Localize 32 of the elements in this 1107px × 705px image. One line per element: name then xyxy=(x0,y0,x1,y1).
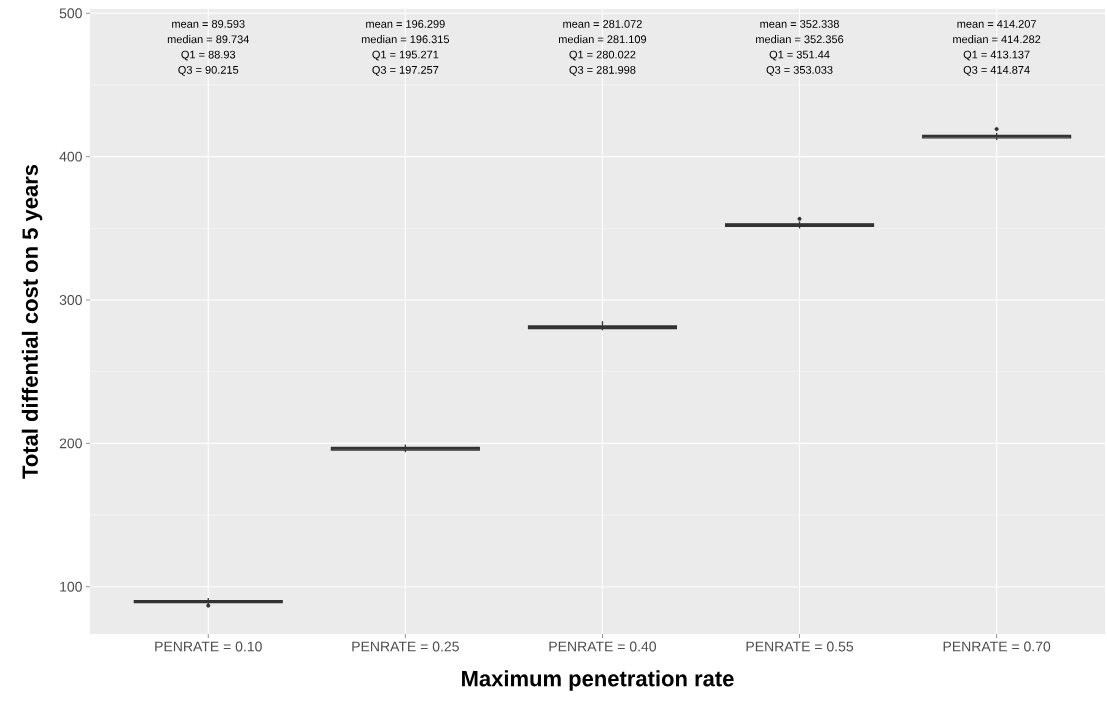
annotation: Q3 = 90.215 xyxy=(178,65,239,76)
annotation: median = 196.315 xyxy=(361,35,450,44)
annotation: Q3 = 197.257 xyxy=(372,65,439,76)
annotation: mean = 196.299 xyxy=(366,20,445,28)
y-axis-title: Total diffential cost on 5 years xyxy=(21,164,43,479)
y-tick-label: 100 xyxy=(60,581,82,592)
annotation: median = 414.282 xyxy=(953,35,1041,44)
annotation: Q3 = 281.998 xyxy=(569,65,636,76)
annotation: median = 352.356 xyxy=(756,35,844,44)
annotation: mean = 414.207 xyxy=(957,20,1036,28)
x-tick-label: PENRATE = 0.40 xyxy=(549,641,657,652)
annotation: mean = 89.593 xyxy=(172,20,245,28)
y-tick-label: 300 xyxy=(59,295,82,305)
x-tick-label: PENRATE = 0.70 xyxy=(943,641,1051,652)
annotation: median = 281.109 xyxy=(558,35,647,44)
annotation: mean = 352.338 xyxy=(760,20,839,28)
annotation: Q1 = 413.137 xyxy=(963,50,1030,61)
x-tick-label: PENRATE = 0.10 xyxy=(155,641,262,652)
annotation: mean = 281.072 xyxy=(563,20,642,28)
x-tick-label: PENRATE = 0.25 xyxy=(352,641,459,652)
annotation: Q3 = 353.033 xyxy=(766,65,833,76)
annotation: Q1 = 195.271 xyxy=(372,50,439,61)
annotation: median = 89.734 xyxy=(167,35,250,44)
y-tick-label: 400 xyxy=(59,151,82,162)
y-tick-label: 200 xyxy=(59,438,82,449)
x-tick-label: PENRATE = 0.55 xyxy=(746,641,854,652)
annotation: Q1 = 280.022 xyxy=(569,50,636,61)
x-axis-title: Maximum penetration rate xyxy=(462,670,734,691)
y-tick-label: 500 xyxy=(59,8,82,19)
annotation: Q1 = 351.44 xyxy=(769,50,830,61)
annotation: Q3 = 414.874 xyxy=(963,65,1030,76)
annotation: Q1 = 88.93 xyxy=(181,50,236,61)
